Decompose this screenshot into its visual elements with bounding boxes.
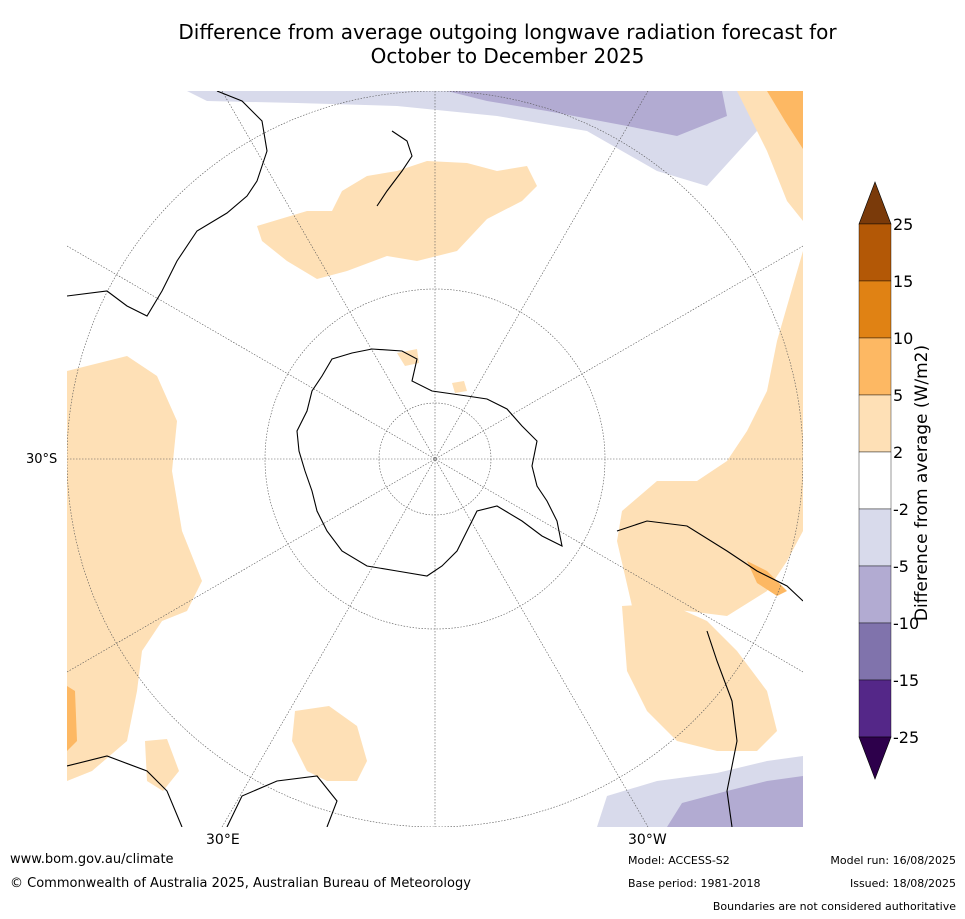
colorbar-tick-label: -2: [893, 500, 909, 519]
anomaly-region-negative-top-strong: [447, 91, 727, 136]
colorbar-tick-label: 15: [893, 272, 913, 291]
map-canvas: [67, 91, 803, 827]
colorbar-segment: [858, 280, 892, 339]
anomaly-region-positive-east-lower: [622, 603, 777, 751]
colorbar-extend-top: [858, 181, 892, 225]
coastline-new-zealand: [376, 130, 413, 207]
coastline-madagascar: [226, 775, 338, 827]
anomaly-region-positive-west: [67, 356, 202, 781]
anomaly-region-positive-pacific: [257, 161, 537, 279]
anomaly-region-positive-ross: [397, 349, 419, 366]
footer-disclaimer: Boundaries are not considered authoritat…: [712, 900, 956, 913]
longitude-label-west: 30°W: [628, 832, 667, 848]
coastline-africa: [67, 755, 183, 827]
footer-copyright: © Commonwealth of Australia 2025, Austra…: [10, 876, 471, 891]
colorbar-segment: [858, 451, 892, 510]
graticule: [67, 91, 803, 827]
colorbar-segment: [858, 508, 892, 567]
latitude-label: 30°S: [26, 452, 58, 467]
anomaly-region-positive-ne-strong: [767, 91, 803, 149]
colorbar-tick-label: 25: [893, 215, 913, 234]
footer-issued: Issued: 18/08/2025: [849, 877, 956, 890]
anomaly-region-positive-east: [617, 251, 803, 616]
colorbar-tick-label: 2: [893, 443, 903, 462]
longitude-label-east: 30°E: [206, 832, 240, 848]
coastline-south-america: [616, 520, 803, 602]
coastline-antarctica: [296, 348, 563, 577]
colorbar-tick-label: 10: [893, 329, 913, 348]
anomaly-region-positive-south: [292, 706, 367, 781]
colorbar-segment: [858, 565, 892, 624]
title-line-1: Difference from average outgoing longwav…: [178, 20, 837, 44]
anomaly-region-negative-se-strong: [667, 776, 803, 827]
footer-website: www.bom.gov.au/climate: [10, 852, 174, 867]
footer-model: Model: ACCESS-S2: [628, 854, 730, 867]
footer-model-run: Model run: 16/08/2025: [830, 854, 956, 867]
colorbar-graphic: 25 15 10 5 2 -2 -5 -10 -15 -25: [858, 181, 919, 780]
colorbar-extend-bottom: [858, 736, 892, 780]
polar-map: [67, 91, 803, 827]
colorbar-segment: [858, 622, 892, 681]
colorbar-tick-label: 5: [893, 386, 903, 405]
anomaly-region-positive-east-strong: [747, 561, 787, 596]
colorbar: 25 15 10 5 2 -2 -5 -10 -15 -25: [855, 180, 965, 790]
anomaly-region-positive-ne: [737, 91, 803, 221]
colorbar-tick-label: -15: [893, 671, 919, 690]
colorbar-segment: [858, 394, 892, 453]
colorbar-tick-label: -25: [893, 728, 919, 747]
coastlines: [67, 91, 803, 827]
colorbar-segment: [858, 223, 892, 282]
anomaly-region-positive-small: [452, 381, 467, 393]
coastline-australia: [67, 91, 268, 317]
coastline-south-america-2: [706, 630, 738, 827]
colorbar-segment: [858, 337, 892, 396]
map-title: Difference from average outgoing longwav…: [0, 20, 965, 68]
footer-base-period: Base period: 1981-2018: [628, 877, 761, 890]
anomaly-region-positive-west-strong: [67, 686, 77, 751]
title-line-2: October to December 2025: [370, 44, 645, 68]
colorbar-tick-label: -5: [893, 557, 909, 576]
colorbar-segment: [858, 679, 892, 738]
colorbar-tick-label: -10: [893, 614, 919, 633]
colorbar-title: Difference from average (W/m2): [912, 344, 932, 622]
